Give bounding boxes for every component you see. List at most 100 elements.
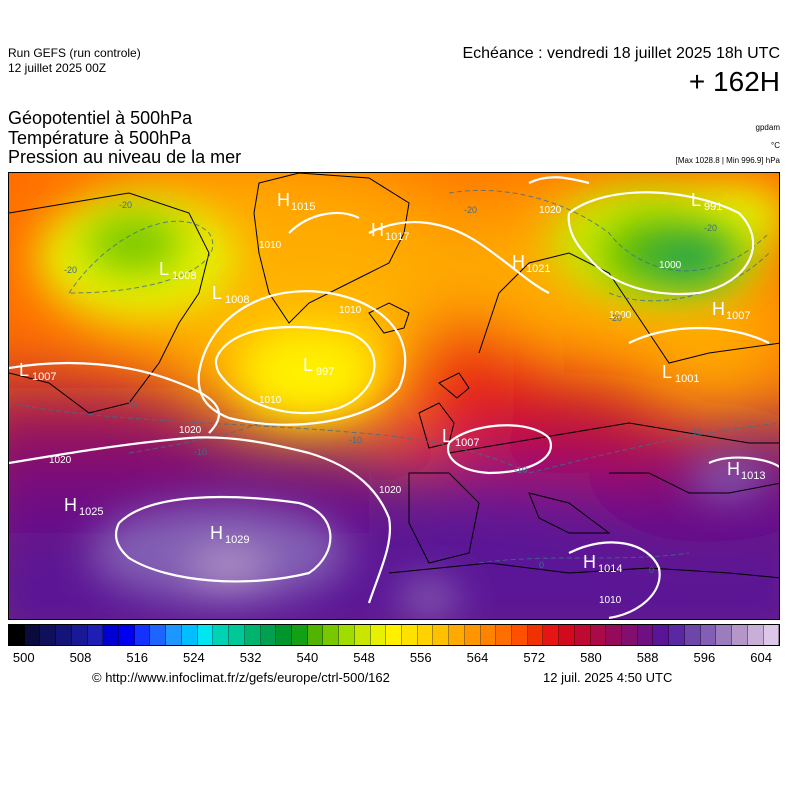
color-scale-label: 564 [466, 650, 489, 665]
color-scale-swatch [559, 625, 575, 645]
color-scale-swatch [464, 625, 481, 645]
color-scale-swatch [339, 625, 355, 645]
pressure-center: H 1015 [277, 190, 315, 213]
color-scale-swatch [229, 625, 245, 645]
color-scale-swatch [496, 625, 512, 645]
color-scale-label: 500 [12, 650, 35, 665]
color-scale-label: 604 [750, 650, 772, 665]
color-scale-swatch [354, 625, 371, 645]
color-scale-label: 508 [69, 650, 92, 665]
pressure-centers: H 1015 H 1017 H 1021 L 991 L 1008 L 1008 L 1007… [19, 190, 765, 575]
color-scale-swatch [276, 625, 292, 645]
svg-text:L: L [662, 362, 672, 382]
isobar-label: 1020 [379, 485, 402, 496]
color-scale-swatch [684, 625, 701, 645]
coastlines [9, 173, 779, 579]
color-scale-swatch [9, 625, 25, 645]
unit-temperature: °C [771, 141, 780, 150]
pressure-center: L 1001 [662, 362, 699, 385]
svg-text:L: L [303, 355, 313, 375]
svg-text:H: H [512, 252, 525, 272]
color-scale-swatch [637, 625, 654, 645]
color-scale-label: 596 [693, 650, 716, 665]
svg-text:H: H [371, 220, 384, 240]
color-scale-swatch [307, 625, 324, 645]
color-scale-label: 548 [353, 650, 375, 665]
pressure-center: H 1021 [512, 252, 550, 275]
color-scale-swatch [590, 625, 607, 645]
run-title: Run GEFS (run controle) [8, 46, 141, 60]
isotherm-label: -20 [64, 265, 77, 275]
pressure-center: L 1007 [19, 360, 56, 383]
color-scale-swatch [480, 625, 497, 645]
pressure-center: H 1013 [727, 459, 765, 482]
pressure-center: L 1008 [159, 259, 196, 282]
isotherm-label: -20 [119, 200, 132, 210]
svg-text:L: L [691, 190, 701, 210]
svg-text:1021: 1021 [526, 263, 550, 275]
isobar-label: 1020 [49, 455, 72, 466]
color-scale-swatch [119, 625, 135, 645]
isobar-label: 1010 [259, 240, 282, 251]
color-scale-swatch [87, 625, 104, 645]
isotherm-labels: -20 -20 -20 -10 -10 -10 -10 -10 -20 -20 … [64, 200, 717, 575]
color-scale-swatch [24, 625, 41, 645]
svg-text:H: H [210, 523, 223, 543]
color-scale-swatch [433, 625, 450, 645]
isotherm-label: -10 [349, 435, 362, 445]
svg-text:1013: 1013 [741, 470, 765, 482]
pressure-center: H 1029 [210, 523, 249, 546]
svg-text:1007: 1007 [455, 437, 479, 449]
color-scale-label: 540 [296, 650, 319, 665]
color-scale-swatch [763, 625, 780, 645]
isobar-label: 1010 [599, 595, 622, 606]
svg-text:1007: 1007 [726, 310, 750, 322]
pressure-center: H 1007 [712, 299, 750, 322]
isotherm-label: -10 [514, 465, 527, 475]
color-scale-swatch [543, 625, 560, 645]
isobar-label: 1020 [179, 425, 202, 436]
svg-text:H: H [583, 552, 596, 572]
unit-pressure-range: [Max 1028.8 | Min 996.9] hPa [675, 156, 780, 165]
parameter-temperature: Température à 500hPa [8, 128, 192, 148]
isotherm-label: 0 [649, 565, 654, 575]
isobars [9, 176, 779, 619]
color-scale-label: 580 [580, 650, 602, 665]
pressure-center: L 1008 [212, 283, 249, 306]
pressure-center: L 1007 [442, 426, 479, 449]
color-scale-label: 532 [239, 650, 262, 665]
color-scale-swatch [71, 625, 88, 645]
isobar-labels: 1010 1010 1010 1000 1020 1020 1020 1010 … [49, 205, 682, 606]
color-scale-swatch [134, 625, 151, 645]
color-scale-swatch [166, 625, 182, 645]
color-scale-label: 524 [183, 650, 205, 665]
svg-text:997: 997 [316, 366, 334, 378]
isotherm-label: 0 [539, 560, 544, 570]
color-scale-swatch [150, 625, 167, 645]
svg-text:1017: 1017 [385, 231, 409, 243]
color-scale-swatch [512, 625, 528, 645]
pressure-center: H 1025 [64, 495, 103, 518]
color-scale-swatch [40, 625, 57, 645]
color-scale-swatch [323, 625, 340, 645]
color-scale-swatch [197, 625, 214, 645]
svg-text:1025: 1025 [79, 506, 103, 518]
isotherm-label: -20 [704, 223, 717, 233]
color-scale-label: 556 [409, 650, 432, 665]
svg-text:H: H [277, 190, 290, 210]
color-scale-swatch [527, 625, 544, 645]
svg-text:1008: 1008 [225, 294, 249, 306]
geopotential-field: 1010 1010 1010 1000 1020 1020 1020 1010 … [9, 173, 779, 619]
forecast-valid-time: Echéance : vendredi 18 juillet 2025 18h … [462, 45, 780, 62]
color-scale-swatch [370, 625, 387, 645]
lead-time: + 162H [688, 66, 780, 97]
color-scale-swatch [716, 625, 733, 645]
isobar-label: 1020 [539, 205, 562, 216]
svg-text:L: L [212, 283, 222, 303]
svg-text:L: L [19, 360, 29, 380]
svg-text:H: H [64, 495, 77, 515]
pressure-center: L 997 [303, 355, 334, 378]
color-scale-swatch [653, 625, 670, 645]
color-scale-swatch [244, 625, 261, 645]
svg-text:1029: 1029 [225, 534, 249, 546]
